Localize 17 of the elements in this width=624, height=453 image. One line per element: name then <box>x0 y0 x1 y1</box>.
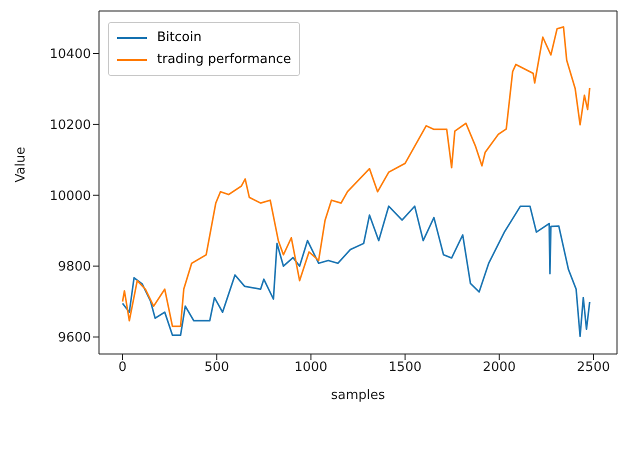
x-tick-label: 1000 <box>294 360 328 376</box>
y-tick-label: 10000 <box>50 188 91 204</box>
legend-label: Bitcoin <box>157 29 202 47</box>
line-series <box>122 26 590 328</box>
y-tick-label: 10400 <box>50 47 91 62</box>
y-tick-label: 9600 <box>58 330 91 346</box>
x-tick-label: 500 <box>204 360 230 376</box>
line-series <box>122 205 590 338</box>
x-tick-label: 0 <box>118 360 127 376</box>
x-tick-label: 1500 <box>388 360 422 376</box>
legend-label: trading performance <box>157 51 292 69</box>
x-tick-label: 2500 <box>576 360 610 376</box>
y-tick-label: 10200 <box>50 118 91 134</box>
y-axis-title: Value <box>14 146 29 182</box>
x-axis-title: samples <box>330 388 386 403</box>
x-tick-label: 2000 <box>482 360 516 376</box>
y-tick-label: 9800 <box>58 260 91 275</box>
